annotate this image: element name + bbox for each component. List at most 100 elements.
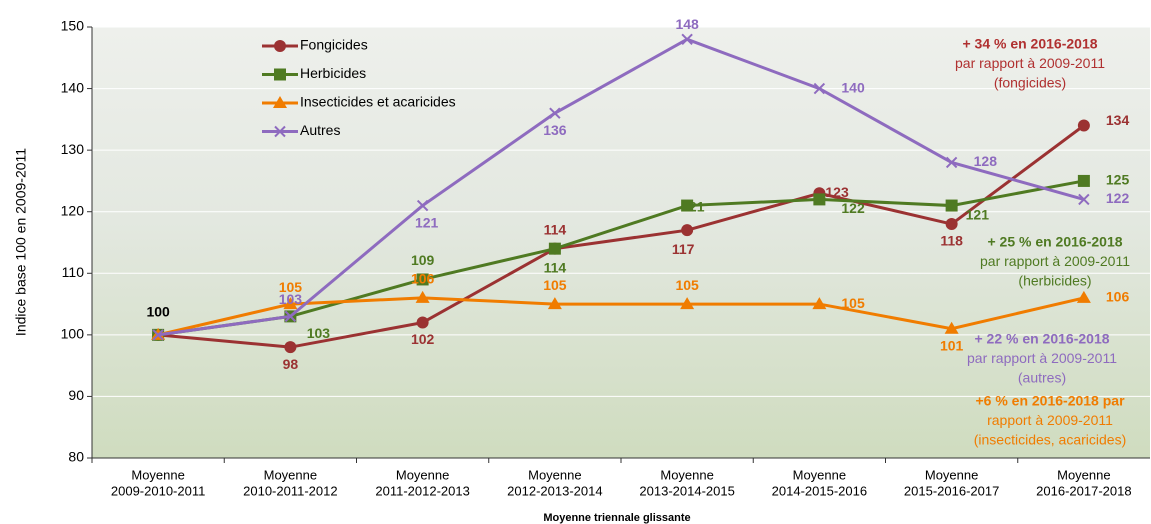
- data-label: 114: [544, 259, 567, 275]
- x-tick-label: Moyenne: [264, 467, 317, 482]
- x-tick-label: Moyenne: [131, 467, 184, 482]
- point: [812, 297, 827, 310]
- point: [284, 341, 297, 354]
- data-label: 100: [146, 304, 170, 320]
- annotation: + 34 % en 2016-2018: [962, 36, 1097, 52]
- annotation: rapport à 2009-2011: [987, 412, 1113, 428]
- data-label: 122: [1106, 190, 1130, 206]
- x-tick-label: Moyenne: [528, 467, 581, 482]
- legend-label: Fongicides: [300, 37, 368, 53]
- y-tick-label: 150: [61, 18, 85, 34]
- data-label: 117: [672, 241, 695, 257]
- annotation: + 25 % en 2016-2018: [987, 234, 1122, 250]
- data-label: 106: [1106, 289, 1130, 305]
- data-label: 103: [279, 291, 303, 307]
- data-label: 122: [841, 200, 865, 216]
- data-label: 123: [825, 184, 849, 200]
- series: [152, 33, 1090, 341]
- annotation: par rapport à 2009-2011: [980, 253, 1130, 269]
- annotation: (autres): [1018, 370, 1066, 386]
- point: [274, 68, 286, 81]
- point: [944, 321, 959, 334]
- point: [1077, 119, 1090, 132]
- point: [1077, 174, 1090, 187]
- point: [1076, 290, 1091, 303]
- y-tick-label: 120: [61, 202, 85, 218]
- data-label: 118: [940, 233, 963, 249]
- point: [152, 329, 164, 341]
- annotation: par rapport à 2009-2011: [967, 350, 1117, 366]
- legend-label: Autres: [300, 122, 340, 138]
- point: [283, 297, 298, 310]
- y-tick-label: 80: [68, 449, 84, 465]
- data-label: 134: [1106, 112, 1130, 128]
- point: [416, 199, 429, 212]
- plot-background: [92, 27, 1150, 458]
- data-label: 105: [675, 277, 699, 293]
- point: [415, 290, 430, 303]
- data-label: 121: [966, 206, 990, 222]
- data-label: 105: [279, 279, 303, 295]
- x-tick-label: 2015-2016-2017: [904, 483, 999, 498]
- x-tick-label: 2016-2017-2018: [1036, 483, 1131, 498]
- line: [157, 179, 1085, 337]
- data-label: 114: [544, 221, 567, 237]
- point: [284, 310, 297, 323]
- point: [681, 224, 694, 237]
- x-tick-label: 2010-2011-2012: [243, 483, 337, 498]
- point: [547, 297, 562, 310]
- data-label: 148: [675, 16, 699, 32]
- data-label: 109: [411, 252, 435, 268]
- point: [945, 199, 958, 212]
- x-tick-label: Moyenne: [1057, 467, 1110, 482]
- data-label: 125: [1106, 172, 1130, 188]
- y-tick-label: 130: [61, 141, 85, 157]
- point: [813, 193, 826, 206]
- data-label: 140: [841, 79, 865, 95]
- x-tick-label: 2014-2015-2016: [772, 483, 867, 498]
- point: [274, 40, 286, 52]
- data-label: 105: [841, 295, 865, 311]
- annotation: (insecticides, acaricides): [974, 432, 1127, 448]
- x-tick-label: Moyenne: [660, 467, 713, 482]
- line: [157, 124, 1085, 349]
- x-tick-label: Moyenne: [925, 467, 978, 482]
- y-axis-label: Indice base 100 en 2009-2011: [13, 148, 29, 336]
- annotation: (herbicides): [1018, 273, 1091, 289]
- point: [274, 125, 286, 138]
- data-label: 98: [283, 356, 299, 372]
- x-tick-label: 2011-2012-2013: [375, 483, 469, 498]
- annotation: par rapport à 2009-2011: [955, 55, 1105, 71]
- point: [416, 273, 429, 286]
- data-label: 121: [681, 198, 705, 214]
- y-tick-label: 140: [61, 79, 85, 95]
- point: [681, 33, 693, 46]
- annotation: (fongicides): [994, 75, 1066, 91]
- x-tick-label: Moyenne: [396, 467, 449, 482]
- annotation: +6 % en 2016-2018 par: [975, 393, 1125, 409]
- x-tick-label: Moyenne: [793, 467, 846, 482]
- data-label: 105: [543, 277, 567, 293]
- legend-label: Herbicides: [300, 65, 366, 81]
- annotation: + 22 % en 2016-2018: [974, 331, 1109, 347]
- data-label: 106: [411, 271, 435, 287]
- point: [548, 242, 561, 255]
- y-tick-label: 100: [61, 326, 85, 342]
- point: [945, 218, 958, 231]
- data-label: 102: [411, 331, 435, 347]
- data-label: 136: [543, 122, 567, 138]
- x-tick-label: 2012-2013-2014: [507, 483, 602, 498]
- point: [945, 156, 958, 169]
- x-tick-label: 2009-2010-2011: [111, 483, 205, 498]
- point: [681, 199, 694, 212]
- point: [273, 96, 287, 108]
- line: [157, 296, 1085, 337]
- point: [680, 297, 695, 310]
- point: [1078, 193, 1090, 206]
- y-tick-label: 110: [62, 264, 85, 280]
- data-label: 121: [415, 214, 439, 230]
- point: [549, 107, 561, 119]
- x-axis-label: Moyenne triennale glissante: [543, 512, 690, 524]
- point: [416, 316, 429, 329]
